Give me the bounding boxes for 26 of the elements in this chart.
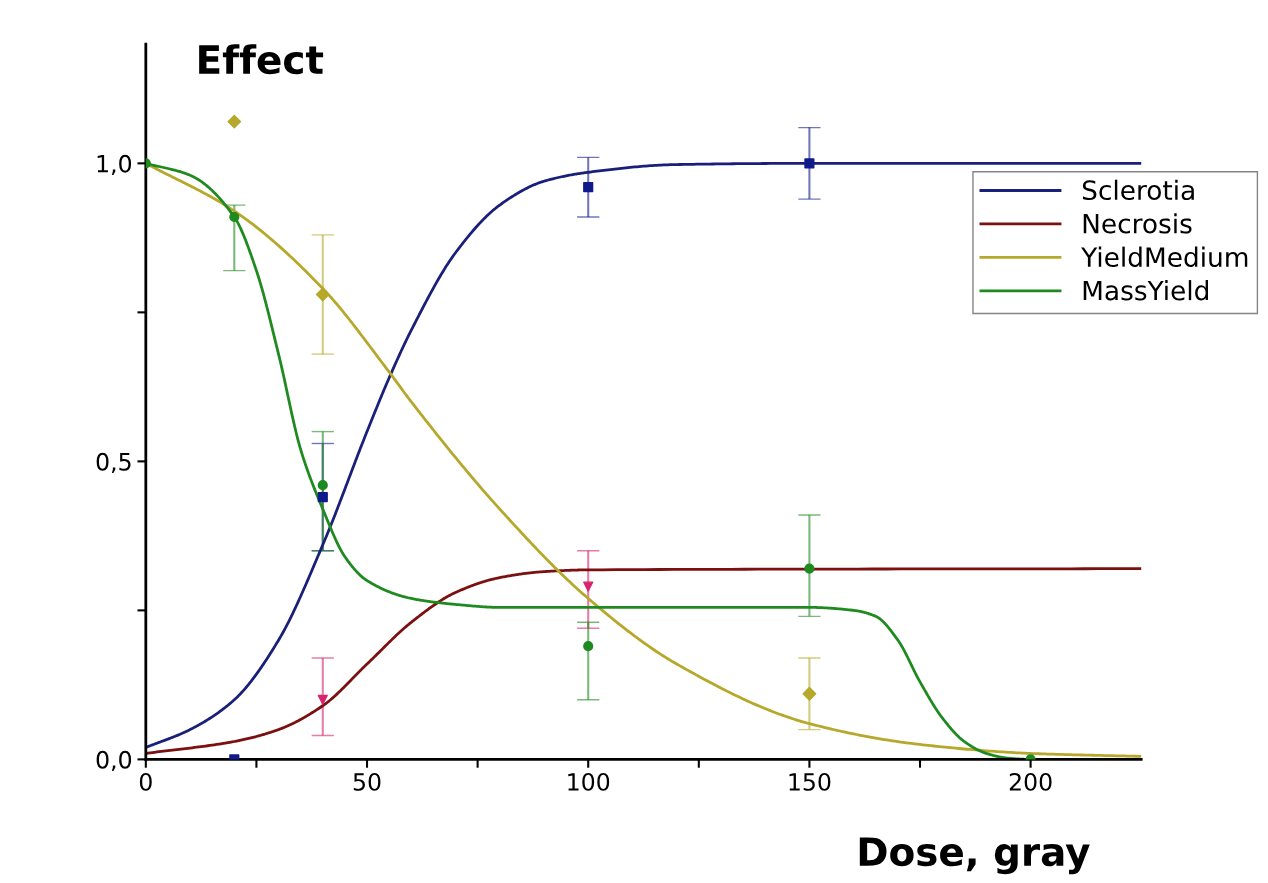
legend-label: Necrosis <box>1083 213 1192 234</box>
y-tick-label: 0,5 <box>96 452 131 474</box>
point <box>804 158 815 169</box>
point <box>315 287 330 302</box>
x-axis-title: Dose, gray <box>859 837 1090 875</box>
y-tick-label: 1,0 <box>97 154 132 176</box>
point <box>317 694 328 705</box>
legend-label: MassYield <box>1083 280 1209 301</box>
legend-label: YieldMedium <box>1081 246 1248 268</box>
point <box>227 114 242 129</box>
point <box>317 480 328 491</box>
point <box>804 563 815 574</box>
y-axis-title: Effect <box>199 44 324 75</box>
point <box>317 492 328 503</box>
point <box>583 581 594 592</box>
legend-label: Sclerotia <box>1082 179 1194 201</box>
x-tick-label: 100 <box>568 772 610 791</box>
x-tick-label: 50 <box>353 772 381 791</box>
point <box>802 686 817 701</box>
point <box>583 641 594 652</box>
x-tick-label: 150 <box>789 772 831 791</box>
x-tick-label: 200 <box>1009 772 1052 791</box>
point <box>583 182 594 193</box>
x-tick-label: 0 <box>139 772 152 791</box>
y-tick-label: 0,0 <box>96 750 132 772</box>
point <box>229 211 240 223</box>
